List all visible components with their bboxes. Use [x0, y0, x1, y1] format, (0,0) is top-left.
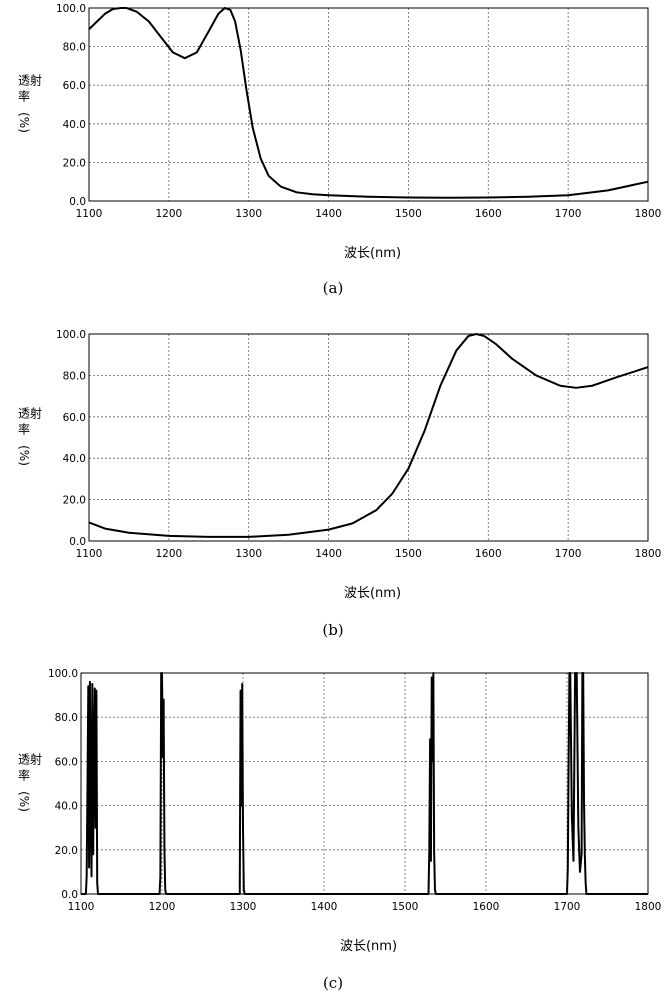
- figure-caption: (a): [323, 279, 344, 297]
- x-tick-label: 1100: [76, 208, 103, 220]
- y-axis-label: 透射率 (%): [17, 73, 42, 133]
- x-tick-label: 1400: [315, 548, 342, 560]
- x-tick-label: 1300: [235, 208, 262, 220]
- figure-caption: (b): [322, 621, 343, 639]
- x-tick-label: 1600: [475, 208, 502, 220]
- series-line-1: [89, 333, 648, 538]
- x-tick-label: 1800: [635, 548, 662, 560]
- y-axis-label: 透射率 (%): [17, 406, 42, 466]
- x-tick-label: 1100: [76, 548, 103, 560]
- y-tick-label: 100.0: [48, 668, 78, 680]
- x-tick-label: 1400: [311, 901, 338, 913]
- y-tick-label: 0.0: [61, 889, 78, 901]
- x-tick-label: 1300: [230, 901, 257, 913]
- y-tick-label: 60.0: [63, 80, 86, 92]
- plot-frame: [80, 672, 649, 895]
- y-tick-label: 40.0: [63, 119, 86, 131]
- x-tick-label: 1300: [235, 548, 262, 560]
- plot-frame: [88, 7, 649, 202]
- y-tick-label: 60.0: [63, 412, 86, 424]
- x-tick-label: 1700: [555, 208, 582, 220]
- chart-panel-2: 1100 1200 1300 1400 1500 1600 1700 1800 0.0 20.0 4…: [17, 329, 661, 639]
- y-tick-label: 80.0: [63, 370, 86, 382]
- y-tick-label: 80.0: [63, 42, 86, 54]
- y-axis-label-part: (%): [17, 112, 31, 133]
- y-axis-label-part: 透射: [18, 752, 42, 767]
- series-line-1: [81, 672, 648, 895]
- x-tick-label: 1700: [554, 901, 581, 913]
- x-tick-label: 1100: [68, 901, 95, 913]
- chart-panel-1: 1100 1200 1300 1400 1500 1600 1700 1800 0.0 20.0 4…: [17, 3, 661, 297]
- x-axis-label: 波长(nm): [344, 586, 401, 601]
- y-axis-label: 透射率 (%): [17, 752, 42, 812]
- y-tick-label: 20.0: [63, 495, 86, 507]
- series-line-1: [89, 7, 648, 199]
- y-tick-label: 40.0: [55, 801, 78, 813]
- x-tick-label: 1400: [315, 208, 342, 220]
- y-tick-label: 80.0: [55, 712, 78, 724]
- x-tick-label: 1500: [395, 548, 422, 560]
- y-tick-label: 20.0: [55, 845, 78, 857]
- x-axis-label: 波长(nm): [344, 246, 401, 261]
- y-tick-label: 100.0: [56, 329, 86, 341]
- x-tick-label: 1200: [155, 548, 182, 560]
- y-tick-label: 20.0: [63, 157, 86, 169]
- chart-panel-3: 1100 1200 1300 1400 1500 1600 1700 1800 0.0 20.0 4…: [17, 668, 661, 992]
- x-tick-label: 1700: [555, 548, 582, 560]
- x-tick-label: 1600: [473, 901, 500, 913]
- y-tick-label: 0.0: [69, 536, 86, 548]
- x-tick-label: 1200: [155, 208, 182, 220]
- y-axis-label-part: (%): [17, 445, 31, 466]
- y-axis-label-part: 率: [18, 422, 30, 437]
- x-axis-label: 波长(nm): [340, 939, 397, 954]
- x-tick-label: 1800: [635, 208, 662, 220]
- x-tick-label: 1500: [392, 901, 419, 913]
- x-tick-label: 1800: [635, 901, 662, 913]
- y-tick-label: 0.0: [69, 196, 86, 208]
- y-axis-label-part: 率: [18, 768, 30, 783]
- x-tick-label: 1500: [395, 208, 422, 220]
- y-axis-label-part: 透射: [18, 73, 42, 88]
- figure-caption: (c): [323, 974, 343, 992]
- y-axis-label-part: (%): [17, 791, 31, 812]
- y-tick-label: 100.0: [56, 3, 86, 15]
- x-tick-label: 1200: [149, 901, 176, 913]
- y-axis-label-part: 透射: [18, 406, 42, 421]
- plot-frame: [88, 333, 649, 542]
- y-axis-label-part: 率: [18, 89, 30, 104]
- y-tick-label: 60.0: [55, 756, 78, 768]
- y-tick-label: 40.0: [63, 453, 86, 465]
- x-tick-label: 1600: [475, 548, 502, 560]
